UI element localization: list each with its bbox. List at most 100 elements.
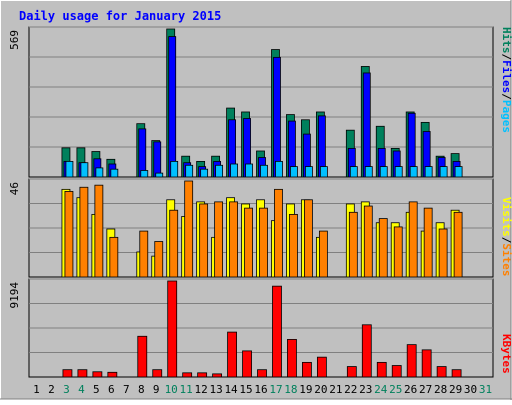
x-tick-labels: 1 2 3 4 5 6 7 8 9 10 11 12 13 14 15 16 17 18 19 20 21 22 23 24 2… <box>33 383 492 396</box>
x-tick-day-20: 20 <box>314 383 327 396</box>
x-tick-day-15: 15 <box>239 383 252 396</box>
x-tick-day-8: 8 <box>138 383 145 396</box>
files-bar-day-10 <box>168 36 177 178</box>
kbytes-bar-day-16 <box>257 369 267 378</box>
pages-bar-day-28 <box>439 166 448 178</box>
x-tick-day-7: 7 <box>123 383 130 396</box>
legend-files: Files <box>500 60 512 93</box>
pages-bar-day-13 <box>215 164 224 178</box>
kbytes-bar-day-19 <box>302 361 312 378</box>
legend-pages: Pages <box>500 100 512 133</box>
pages-bar-day-3 <box>65 160 74 178</box>
pages-bar-day-18 <box>290 166 298 178</box>
kbytes-bar-day-26 <box>406 344 417 378</box>
files-bar-day-23 <box>362 72 371 178</box>
kbytes-bar-day-6 <box>107 371 118 378</box>
sites-bar-day-29 <box>453 211 463 278</box>
x-tick-day-4: 4 <box>78 383 85 396</box>
sites-bar-day-15 <box>244 207 253 278</box>
sites-bar-day-22 <box>348 211 358 278</box>
panel3-ymax-label: 9194 <box>8 282 21 309</box>
sites-bar-day-14 <box>229 201 238 278</box>
x-tick-day-9: 9 <box>153 383 160 396</box>
files-bar-day-17 <box>273 56 281 178</box>
pages-bar-day-14 <box>230 163 238 178</box>
pages-bar-day-17 <box>275 160 283 178</box>
kbytes-bar-day-12 <box>197 372 208 378</box>
pages-bar-day-16 <box>260 164 268 178</box>
x-tick-day-1: 1 <box>33 383 40 396</box>
pages-bar-day-19 <box>305 166 313 178</box>
sites-bar-day-25 <box>393 226 403 278</box>
x-tick-day-2: 2 <box>48 383 55 396</box>
x-tick-day-10: 10 <box>165 383 178 396</box>
sites-bar-day-18 <box>289 213 298 278</box>
pages-bar-day-10 <box>170 160 179 178</box>
kbytes-bar-day-18 <box>287 339 297 378</box>
kbytes-bar-day-9 <box>152 369 163 378</box>
sites-bar-day-26 <box>408 201 418 278</box>
x-tick-day-21: 21 <box>329 383 342 396</box>
pages-bar-day-6 <box>110 168 119 178</box>
kbytes-bar-day-28 <box>436 366 447 378</box>
kbytes-bar-day-27 <box>421 349 432 378</box>
sites-bar-day-24 <box>378 218 388 278</box>
kbytes-bar-day-15 <box>242 350 252 378</box>
files-bar-day-9 <box>153 141 162 178</box>
legend-sep-1: / <box>500 54 512 61</box>
sites-bar-day-16 <box>259 207 268 278</box>
pages-bar-day-11 <box>185 164 194 178</box>
sites-bar-day-10 <box>169 209 179 278</box>
kbytes-bar-day-29 <box>451 369 462 378</box>
sites-bar-day-5 <box>94 184 104 278</box>
kbytes-bar-day-3 <box>62 369 73 378</box>
legend-visits-sites: Visits/Sites <box>500 197 512 277</box>
sites-bar-day-23 <box>363 205 373 278</box>
sites-bar-day-8 <box>139 230 149 278</box>
kbytes-bar-day-13 <box>212 373 223 378</box>
sites-bar-day-28 <box>438 228 448 278</box>
sites-bar-day-6 <box>109 236 119 278</box>
pages-bar-day-15 <box>245 163 253 178</box>
x-tick-day-30: 30 <box>464 383 477 396</box>
kbytes-bar-day-17 <box>272 285 282 378</box>
x-tick-day-12: 12 <box>195 383 208 396</box>
x-tick-day-11: 11 <box>180 383 193 396</box>
legend-sep-3: / <box>500 237 512 244</box>
sites-bar-day-12 <box>199 203 209 278</box>
x-tick-day-16: 16 <box>254 383 267 396</box>
x-tick-day-31: 31 <box>479 383 492 396</box>
sites-bar-day-3 <box>64 191 74 278</box>
x-tick-day-6: 6 <box>108 383 115 396</box>
x-tick-day-28: 28 <box>434 383 447 396</box>
sites-bar-day-19 <box>304 199 313 278</box>
bars <box>61 28 463 378</box>
chart-title: Daily usage for January 2015 <box>19 9 221 23</box>
pages-bar-day-24 <box>379 166 388 178</box>
pages-bar-day-8 <box>140 170 149 178</box>
x-tick-day-29: 29 <box>449 383 462 396</box>
x-tick-day-26: 26 <box>404 383 417 396</box>
x-tick-day-5: 5 <box>93 383 100 396</box>
x-tick-day-17: 17 <box>269 383 282 396</box>
sites-bar-day-27 <box>423 207 433 278</box>
x-tick-day-13: 13 <box>209 383 222 396</box>
sites-bar-day-11 <box>184 180 194 278</box>
pages-bar-day-23 <box>364 166 373 178</box>
pages-bar-day-26 <box>409 166 418 178</box>
kbytes-bar-day-8 <box>137 335 148 378</box>
kbytes-bar-day-5 <box>92 371 103 378</box>
pages-bar-day-9 <box>155 172 164 178</box>
x-tick-day-27: 27 <box>419 383 432 396</box>
pages-bar-day-27 <box>424 166 433 178</box>
sites-bar-day-20 <box>318 230 328 278</box>
x-tick-day-19: 19 <box>299 383 312 396</box>
pages-bar-day-5 <box>95 167 104 178</box>
x-tick-day-3: 3 <box>63 383 70 396</box>
panel2-ymax-label: 46 <box>8 182 21 195</box>
pages-bar-day-12 <box>200 168 209 178</box>
pages-bar-day-29 <box>454 166 463 178</box>
sites-bar-day-9 <box>154 241 164 278</box>
legend-kbytes: KBytes <box>500 334 512 374</box>
